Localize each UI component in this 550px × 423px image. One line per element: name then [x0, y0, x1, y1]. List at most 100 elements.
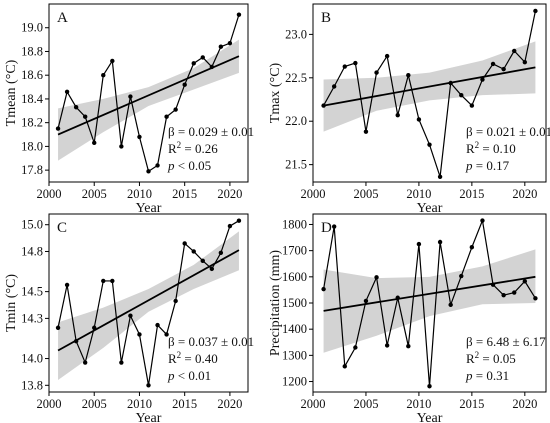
data-point [437, 174, 443, 179]
stat-r2: R2 = 0.26 [168, 140, 218, 156]
trend-line [57, 55, 240, 136]
x-axis-title: Year [417, 411, 443, 423]
data-point [490, 61, 496, 67]
y-tick-label: 1600 [282, 270, 307, 284]
data-point [331, 224, 337, 229]
data-point [92, 140, 97, 146]
data-point [82, 360, 88, 365]
data-point [128, 94, 133, 99]
panel-a: 2000 2005 2010 2015 2020 17.8 18.0 18.2 18.4 18.6… [4, 3, 254, 216]
y-axis-title: Tmax (°C) [268, 62, 283, 123]
data-point [480, 77, 485, 82]
data-point [406, 73, 411, 78]
y-tick-label: 1500 [282, 296, 307, 310]
x-tick-label: 2000 [37, 397, 62, 411]
data-point [173, 298, 178, 304]
confidence-band [58, 39, 239, 161]
data-point [501, 66, 506, 72]
confidence-band [323, 249, 536, 353]
y-axis-title: Tmin (°C) [4, 274, 19, 332]
stat-beta: β = 0.029 ± 0.01 [168, 124, 254, 139]
data-point [164, 114, 169, 119]
stat-beta: β = 6.48 ± 6.17 [466, 334, 546, 349]
panel-label: D [321, 220, 332, 236]
data-point [227, 223, 233, 229]
data-point [480, 218, 485, 223]
stat-p: p < 0.05 [167, 158, 211, 173]
y-tick-label: 22.0 [285, 114, 307, 128]
data-point [119, 360, 124, 365]
data-point [155, 163, 160, 168]
data-point [342, 64, 347, 69]
data-point [137, 332, 142, 337]
panel-label: A [57, 10, 68, 26]
data-point [64, 282, 70, 288]
data-point [227, 40, 233, 46]
x-tick-label: 2010 [127, 187, 152, 201]
x-tick-label: 2005 [82, 187, 107, 201]
data-point [110, 278, 115, 284]
y-tick-label: 15.0 [21, 218, 43, 232]
data-point [119, 144, 124, 149]
y-tick-label: 21.5 [285, 158, 307, 172]
stat-beta: β = 0.021 ± 0.01 [466, 124, 550, 139]
data-point [200, 258, 205, 264]
x-tick-label: 2010 [406, 397, 431, 411]
panel-b: 2000 2005 2010 2015 2020 21.5 22.0 22.5 23.0 Year… [268, 3, 550, 216]
trend-line [323, 275, 536, 312]
y-tick-label: 13.8 [21, 378, 43, 392]
y-tick-label: 17.8 [21, 163, 43, 177]
data-point [469, 245, 475, 250]
trend-line [57, 249, 240, 352]
data-point [209, 266, 215, 272]
data-point [73, 105, 79, 110]
y-tick-label: 14.5 [21, 285, 43, 299]
data-point [55, 325, 61, 330]
data-point [155, 322, 160, 328]
data-point [64, 89, 70, 95]
x-tick-label: 2005 [82, 397, 107, 411]
y-tick-label: 18.0 [21, 139, 43, 153]
stat-r2: R2 = 0.05 [466, 350, 516, 366]
x-tick-label: 2015 [459, 187, 484, 201]
x-axis-title: Year [417, 201, 443, 216]
x-tick-label: 2005 [353, 397, 378, 411]
plot-frame [48, 213, 249, 393]
data-point [448, 302, 453, 308]
data-point [353, 60, 358, 66]
data-point [374, 275, 379, 280]
data-point [164, 332, 169, 337]
x-tick-label: 2000 [37, 187, 62, 201]
stat-r2: R2 = 0.10 [466, 140, 516, 156]
data-point [427, 142, 432, 147]
data-point [533, 8, 538, 14]
stat-p: p < 0.01 [167, 368, 211, 383]
y-tick-label: 1300 [282, 348, 307, 362]
y-tick-label: 22.5 [285, 71, 307, 85]
plot-frame [312, 3, 547, 183]
data-point [128, 313, 133, 318]
y-tick-label: 1400 [282, 322, 307, 336]
stat-p: p = 0.17 [465, 158, 510, 173]
data-point [501, 292, 506, 298]
data-point [146, 383, 151, 388]
data-point [82, 114, 88, 119]
y-tick-label: 18.8 [21, 44, 43, 58]
data-point [384, 343, 390, 348]
y-tick-label: 1800 [282, 217, 307, 231]
data-point [146, 169, 151, 174]
data-point [416, 241, 422, 247]
x-tick-label: 2020 [512, 397, 537, 411]
data-point [395, 112, 400, 118]
y-tick-label: 23.0 [285, 27, 307, 41]
data-point [200, 55, 205, 60]
stat-p: p = 0.31 [465, 368, 509, 383]
confidence-band [58, 231, 239, 380]
data-point [416, 117, 422, 122]
panel-label: C [57, 220, 67, 236]
data-point [342, 364, 347, 369]
data-point [321, 286, 326, 292]
data-point [459, 273, 464, 279]
y-tick-label: 1200 [282, 375, 307, 389]
